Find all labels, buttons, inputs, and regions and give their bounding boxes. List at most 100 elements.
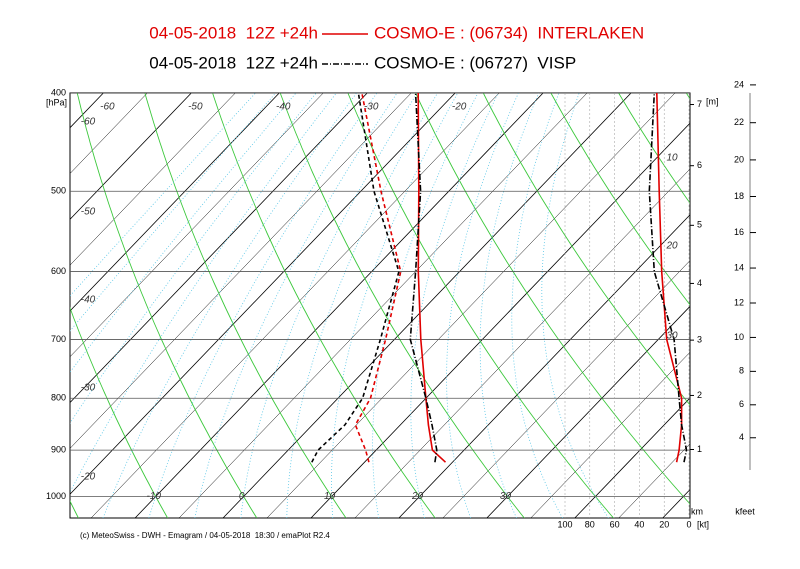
y-tick-label: 700	[51, 334, 66, 344]
x-tick-label: 0	[239, 491, 245, 502]
isotherm	[751, 93, 800, 518]
isotherm	[222, 93, 632, 518]
feet-tick-label: 22	[734, 117, 744, 127]
feet-unit: kfeet	[735, 506, 755, 516]
dewpoint-line	[311, 93, 400, 463]
y-tick-label: 800	[51, 393, 66, 403]
dry-adiabat	[415, 93, 690, 505]
moist-line	[70, 93, 337, 494]
isotherm	[266, 93, 676, 518]
x-tick-label: -20	[452, 102, 467, 113]
isotherm	[354, 168, 690, 518]
dry-adiabat	[144, 93, 347, 518]
feet-tick-label: 8	[739, 366, 744, 376]
isotherm	[70, 93, 456, 495]
height-tick-label: 6	[697, 160, 702, 170]
wind-tick-label: 100	[557, 519, 572, 529]
isotherm	[70, 93, 148, 174]
moist-line	[70, 93, 277, 332]
x-tick-label: -30	[364, 102, 379, 113]
dry-adiabat	[347, 93, 614, 518]
moist-line	[70, 93, 317, 424]
adiabat-label: -40	[81, 295, 96, 306]
x-tick-label: 20	[411, 491, 424, 502]
adiabat-label: 30	[666, 331, 678, 342]
moist-line	[331, 93, 459, 518]
dry-adiabat	[70, 306, 168, 518]
moist-line	[240, 93, 418, 518]
isotherm	[178, 93, 588, 518]
x-tick-label: -50	[188, 102, 203, 113]
wind-tick-label: 80	[585, 519, 595, 529]
x-tick-label: 30	[500, 491, 512, 502]
y-tick-label: 400	[51, 87, 66, 97]
dewpoint-line	[354, 93, 402, 463]
dry-adiabat	[70, 500, 79, 518]
height-tick-label: 2	[697, 390, 702, 400]
isotherm	[707, 93, 800, 518]
legend-run: 04-05-2018 12Z +24h	[149, 23, 318, 42]
height-tick-label: 4	[697, 278, 702, 288]
dry-adiabat	[76, 93, 258, 518]
height-tick-label: 7	[697, 99, 702, 109]
footer: (c) MeteoSwiss - DWH - Emagram / 04-05-2…	[80, 531, 330, 540]
height-tick-label: 1	[697, 444, 702, 454]
isotherm	[70, 93, 280, 312]
temperature-line	[417, 93, 447, 463]
y-axis-label: [hPa]	[46, 97, 67, 107]
wind-label: [kt]	[697, 519, 709, 529]
feet-tick-label: 16	[734, 227, 744, 237]
temperature-line	[409, 93, 438, 463]
wind-tick-label: 60	[610, 519, 620, 529]
x-tick-label: -60	[100, 102, 115, 113]
wind-tick-label: 0	[686, 519, 691, 529]
height-tick-label: 5	[697, 220, 702, 230]
isotherm	[70, 93, 368, 404]
height-label: [m]	[706, 96, 719, 106]
isotherm	[134, 93, 544, 518]
height-unit: km	[691, 506, 703, 516]
moist-line	[148, 93, 378, 518]
adiabat-label: -50	[81, 207, 96, 218]
wind-speed-line	[656, 93, 683, 463]
isotherm	[0, 93, 15, 518]
feet-tick-label: 18	[734, 191, 744, 201]
dry-adiabat	[550, 93, 690, 306]
x-tick-label: 10	[324, 491, 336, 502]
adiabat-label: 20	[665, 241, 678, 252]
isotherm	[398, 214, 690, 518]
isotherm	[70, 93, 192, 220]
y-tick-label: 500	[51, 186, 66, 196]
wind-tick-label: 40	[634, 519, 644, 529]
isotherm	[70, 93, 324, 358]
height-tick-label: 3	[697, 334, 702, 344]
dry-adiabat	[754, 93, 800, 518]
x-tick-label: -10	[146, 491, 161, 502]
legend-label: COSMO-E : (06727) VISP	[374, 53, 576, 72]
adiabat-label: -60	[81, 117, 96, 128]
feet-tick-label: 14	[734, 262, 744, 272]
adiabat-label: -30	[81, 383, 96, 394]
isotherm	[530, 351, 690, 518]
feet-tick-label: 24	[734, 79, 744, 89]
moist-line	[410, 93, 499, 518]
moist-line	[541, 93, 609, 518]
y-tick-label: 900	[51, 444, 66, 454]
adiabat-label: 10	[666, 153, 678, 164]
dry-adiabat	[279, 93, 525, 518]
feet-tick-label: 6	[739, 399, 744, 409]
background-grid	[0, 93, 800, 518]
dry-adiabat	[482, 93, 690, 406]
isotherm	[486, 305, 690, 518]
profiles	[311, 93, 690, 518]
legend-label: COSMO-E : (06734) INTERLAKEN	[374, 23, 644, 42]
isotherm	[90, 93, 500, 518]
feet-tick-label: 4	[739, 432, 744, 442]
isotherm	[70, 93, 412, 449]
feet-tick-label: 12	[734, 297, 744, 307]
isotherm	[442, 260, 690, 518]
x-tick-label: -40	[276, 102, 291, 113]
isotherm	[618, 443, 690, 518]
isotherm	[574, 397, 690, 518]
